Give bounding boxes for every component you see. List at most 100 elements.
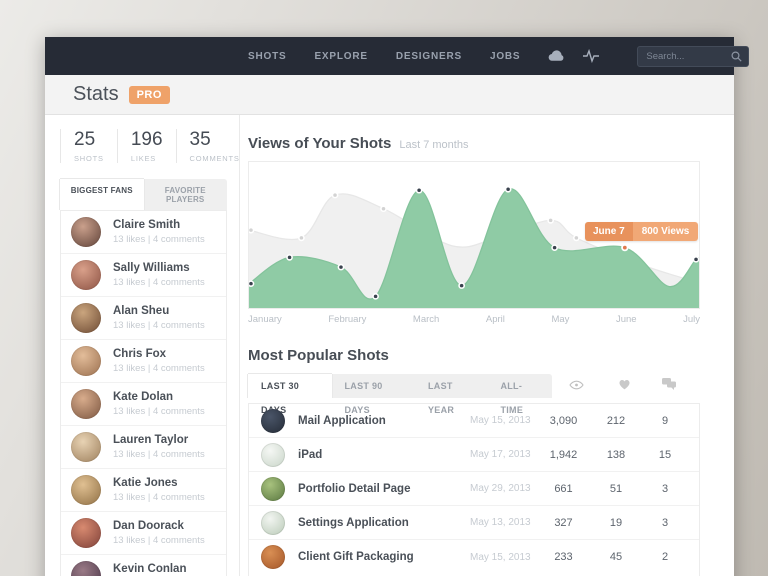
page-header: Stats PRO [45, 75, 734, 115]
fan-list-item[interactable]: Claire Smith 13 likes | 4 comments [61, 211, 226, 254]
range-tab[interactable]: LAST 90 DAYS [344, 381, 383, 415]
shot-name: iPad [298, 448, 323, 461]
popular-header: LAST 30 DAYS LAST 90 DAYS LAST YEAR ALL-TIM… [248, 374, 700, 415]
shot-views: 661 [554, 482, 573, 495]
shot-views: 3,090 [549, 414, 578, 427]
fan-list-item[interactable]: Katie Jones 13 likes | 4 comments [61, 469, 226, 512]
popular-shots-section: Most Popular Shots LAST 30 DAYS LAST 90 D… [248, 347, 700, 576]
fan-list-item[interactable]: Dan Doorack 13 likes | 4 comments [61, 512, 226, 555]
stat-item: 25 SHOTS [60, 129, 117, 163]
sidebar: 25 SHOTS 196 LIKES 35 COMMENTS BIGGEST F… [45, 115, 240, 576]
search-icon[interactable] [731, 50, 743, 62]
fan-meta: 13 likes | 4 comments [113, 320, 205, 331]
shot-row[interactable]: Mail Application May 15, 2013 3,090 212 … [249, 404, 699, 438]
shot-row[interactable]: Portfolio Detail Page May 29, 2013 661 5… [249, 472, 699, 506]
fan-name: Lauren Taylor [113, 434, 189, 446]
avatar [71, 389, 101, 419]
fan-list-item[interactable]: Sally Williams 13 likes | 4 comments [61, 254, 226, 297]
avatar [71, 260, 101, 290]
fans-tab[interactable]: BIGGEST FANS [60, 179, 144, 210]
range-tab-bar: LAST 30 DAYS LAST 90 DAYS LAST YEAR ALL-TIM… [248, 374, 552, 415]
views-section-title: Views of Your Shots [248, 135, 392, 152]
shot-comments: 3 [661, 516, 669, 529]
month-label: February [328, 314, 367, 325]
comments-icon [662, 377, 677, 395]
tooltip-date: June 7 [585, 222, 633, 241]
fan-list-item[interactable]: Kevin Conlan 13 likes | 4 comments [61, 555, 226, 576]
fan-meta: 13 likes | 4 comments [113, 406, 205, 417]
nav-link[interactable]: EXPLORE [314, 50, 368, 62]
nav-icons [548, 45, 750, 67]
shot-thumbnail [261, 510, 285, 535]
shot-likes: 138 [606, 448, 626, 461]
avatar [71, 475, 101, 505]
fan-list-item[interactable]: Kate Dolan 13 likes | 4 comments [61, 383, 226, 426]
fan-meta: 13 likes | 4 comments [113, 492, 205, 503]
chart-month-labels: January February March April May June July [248, 314, 700, 325]
stat-value: 25 [74, 129, 96, 150]
avatar [71, 432, 101, 462]
fan-meta: 13 likes | 4 comments [113, 535, 205, 546]
fan-meta: 13 likes | 4 comments [113, 234, 205, 245]
views-chart-svg [249, 185, 699, 308]
month-label: April [485, 314, 505, 325]
views-chart: June 7 800 Views January February March Apr… [248, 161, 700, 325]
nav-links: SHOTS EXPLORE DESIGNERS JOBS [248, 51, 548, 62]
avatar [71, 303, 101, 333]
shot-likes: 19 [609, 516, 623, 529]
fans-tab[interactable]: FAVORITE PLAYERS [164, 186, 206, 204]
month-label: July [683, 314, 700, 325]
month-label: June [615, 314, 637, 325]
fan-meta: 13 likes | 4 comments [113, 363, 205, 374]
page-title: Stats [73, 83, 119, 105]
cloud-upload-icon[interactable] [548, 49, 565, 63]
fan-list-item[interactable]: Alan Sheu 13 likes | 4 comments [61, 297, 226, 340]
tooltip-views: 800 Views [632, 222, 699, 241]
month-label: May [551, 314, 570, 325]
shot-date: May 17, 2013 [470, 449, 531, 460]
month-label: January [248, 314, 282, 325]
stat-label: COMMENTS [189, 154, 240, 163]
shot-date: May 29, 2013 [470, 483, 531, 494]
likes-column-header [602, 377, 647, 395]
fan-list-item[interactable]: Chris Fox 13 likes | 4 comments [61, 340, 226, 383]
main-content: Views of Your Shots Last 7 months June 7… [240, 115, 734, 576]
shot-views: 1,942 [549, 448, 578, 461]
search-box [637, 45, 750, 67]
stat-label: LIKES [130, 154, 157, 163]
shot-date: May 15, 2013 [470, 415, 531, 426]
nav-link[interactable]: JOBS [489, 50, 521, 62]
shot-likes: 45 [609, 551, 623, 563]
fan-name: Claire Smith [113, 219, 181, 231]
popular-shots-table: Mail Application May 15, 2013 3,090 212 … [248, 403, 700, 576]
fan-name: Alan Sheu [113, 305, 170, 317]
fan-name: Katie Jones [113, 477, 178, 489]
fans-tab-bar: BIGGEST FANS FAVORITE PLAYERS [60, 179, 227, 210]
views-column-header [552, 377, 602, 395]
pro-badge: PRO [128, 85, 170, 104]
range-tab[interactable]: LAST 30 DAYS [248, 374, 332, 415]
fan-name: Kate Dolan [113, 391, 174, 403]
shot-thumbnail [261, 408, 285, 433]
search-input[interactable] [646, 50, 732, 62]
shot-views: 233 [554, 551, 573, 563]
fan-name: Dan Doorack [113, 520, 184, 532]
stat-item: 35 COMMENTS [175, 129, 253, 163]
nav-link[interactable]: SHOTS [248, 50, 287, 62]
fan-name: Chris Fox [113, 348, 167, 360]
avatar [71, 217, 101, 247]
stat-item: 196 LIKES [116, 129, 176, 163]
nav-link[interactable]: DESIGNERS [395, 50, 462, 62]
range-tab[interactable]: LAST YEAR [428, 381, 455, 415]
activity-pulse-icon[interactable] [583, 49, 600, 63]
shot-name: Client Gift Packaging [298, 551, 414, 563]
avatar [71, 346, 101, 376]
range-tab[interactable]: ALL-TIME [500, 381, 524, 415]
avatar [71, 561, 101, 576]
fan-list-item[interactable]: Lauren Taylor 13 likes | 4 comments [61, 426, 226, 469]
stat-label: SHOTS [74, 154, 104, 163]
popular-section-title: Most Popular Shots [248, 347, 389, 364]
shot-row[interactable]: iPad May 17, 2013 1,942 138 15 [249, 438, 699, 472]
shot-row[interactable]: Client Gift Packaging May 15, 2013 233 4… [249, 540, 699, 574]
shot-row[interactable]: Settings Application May 13, 2013 327 19… [249, 506, 699, 540]
